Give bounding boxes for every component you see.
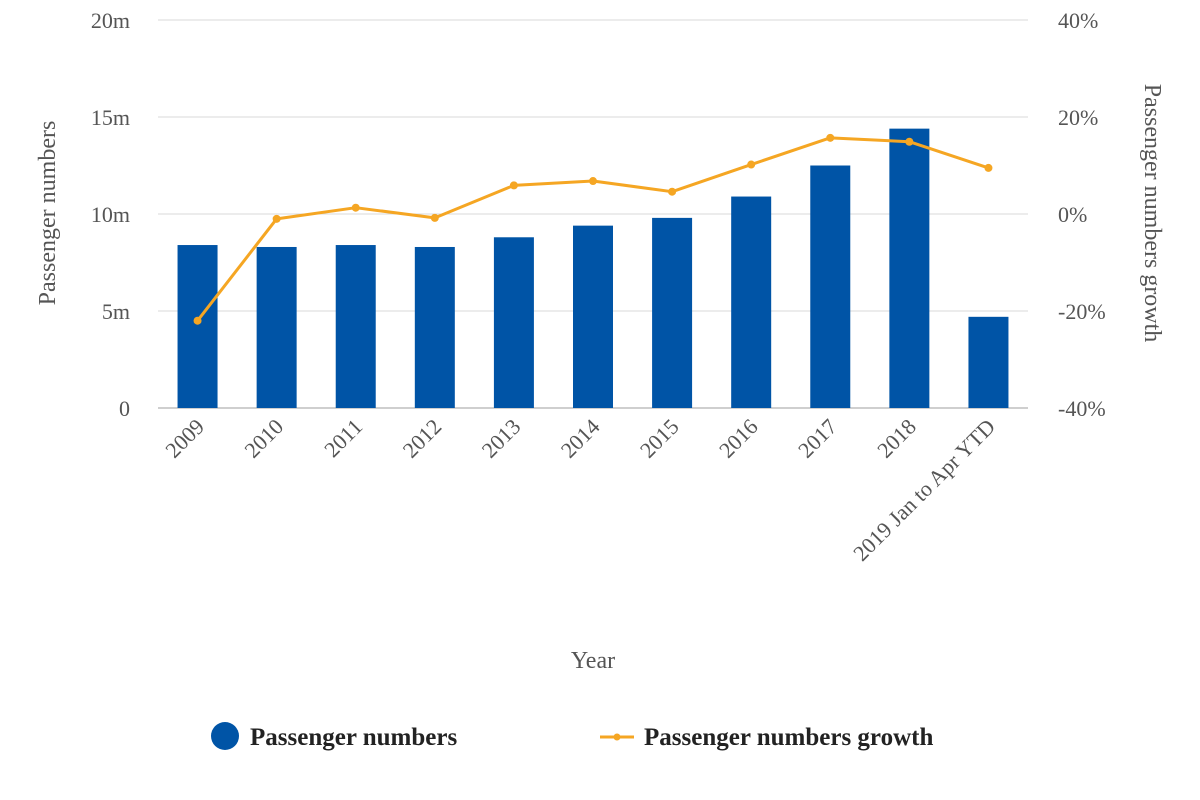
bar[interactable] (177, 245, 218, 408)
line-series (193, 133, 993, 325)
y-axis-title: Passenger numbers (35, 121, 61, 306)
legend-swatch-passenger-numbers (211, 722, 239, 750)
x-tick-label: 2016 (714, 414, 763, 463)
bar[interactable] (493, 237, 534, 408)
x-tick-label: 2017 (793, 414, 842, 463)
bar[interactable] (968, 316, 1009, 408)
bar[interactable] (810, 165, 851, 409)
y-tick-label: 5m (102, 299, 130, 324)
line-point[interactable] (668, 187, 677, 196)
bar[interactable] (889, 128, 930, 408)
bar[interactable] (335, 245, 376, 408)
line-point[interactable] (747, 160, 756, 169)
x-tick-label: 2015 (635, 414, 684, 463)
line-point[interactable] (272, 214, 281, 223)
y-tick-label: 20m (91, 8, 130, 33)
y-tick-label: 0 (119, 396, 130, 421)
y-tick-label: 10m (91, 202, 130, 227)
x-tick-label: 2012 (398, 414, 447, 463)
line-point[interactable] (193, 316, 202, 325)
bar-series (177, 128, 1009, 409)
line-point[interactable] (589, 177, 597, 186)
x-tick-label: 2009 (160, 414, 209, 463)
y-tick-label: 15m (91, 105, 130, 130)
line-point[interactable] (984, 163, 993, 172)
line-point[interactable] (509, 181, 518, 190)
line-point[interactable] (430, 213, 439, 222)
y2-tick-label: -20% (1058, 299, 1106, 324)
x-tick-label: 2019 Jan to Apr YTD (848, 414, 1000, 566)
legend-label-passenger-numbers-growth: Passenger numbers growth (644, 724, 933, 751)
y-axis-right: -40% -20% 0% 20% 40% (1058, 8, 1106, 421)
legend-label-passenger-numbers: Passenger numbers (250, 724, 457, 751)
bar[interactable] (573, 225, 613, 408)
x-tick-label: 2013 (477, 414, 526, 463)
y-axis-left: 0 5m 10m 15m 20m (91, 8, 130, 421)
line-point[interactable] (905, 137, 914, 146)
y2-tick-label: -40% (1058, 396, 1106, 421)
legend-item-passenger-numbers-growth[interactable]: Passenger numbers growth (600, 724, 933, 751)
x-tick-label: 2014 (556, 414, 605, 463)
x-axis: 2009 2010 2011 2012 2013 2014 2015 2016 2017 2018… (160, 414, 1000, 566)
legend-item-passenger-numbers[interactable]: Passenger numbers (211, 722, 457, 751)
x-axis-title: Year (571, 648, 615, 674)
x-tick-label: 2018 (872, 414, 921, 463)
bar[interactable] (731, 196, 772, 408)
y2-tick-label: 20% (1058, 105, 1098, 130)
bar[interactable] (652, 217, 693, 408)
legend-swatch-dot (613, 733, 621, 741)
x-tick-label: 2010 (239, 414, 288, 463)
legend: Passenger numbers Passenger numbers grow… (211, 722, 933, 751)
line-point[interactable] (351, 203, 360, 212)
y2-tick-label: 0% (1058, 202, 1087, 227)
y2-axis-title: Passenger numbers growth (1139, 84, 1165, 343)
bar[interactable] (414, 246, 455, 408)
line-point[interactable] (826, 133, 835, 142)
x-tick-label: 2011 (319, 414, 367, 462)
bar[interactable] (256, 246, 297, 408)
y2-tick-label: 40% (1058, 8, 1098, 33)
